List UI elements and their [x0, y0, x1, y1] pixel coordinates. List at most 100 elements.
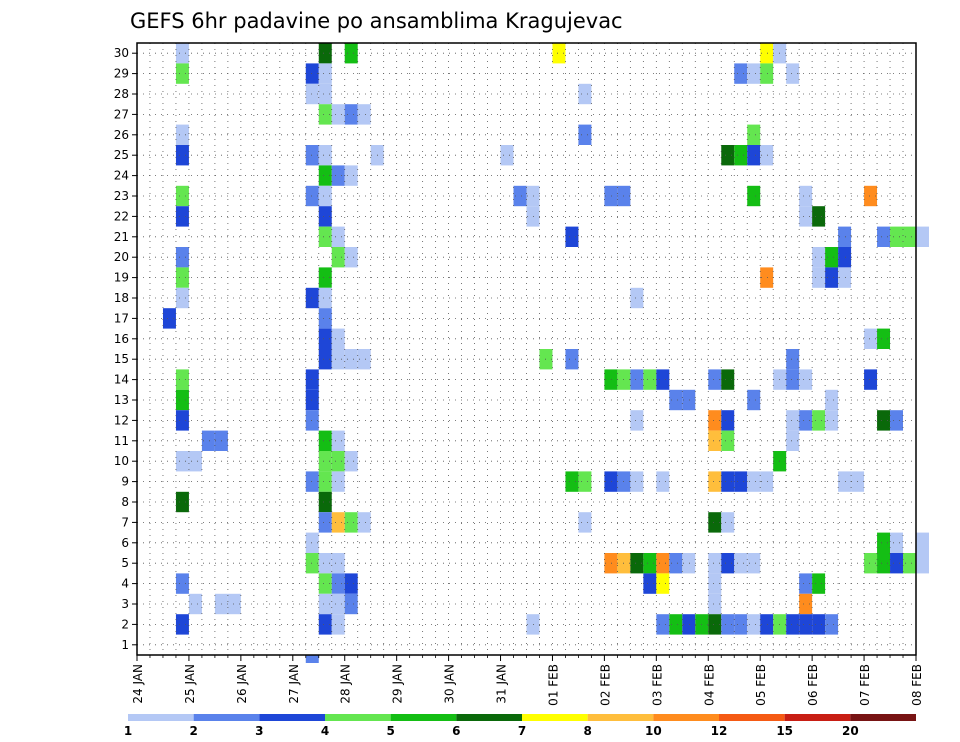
heatmap-cell: [747, 185, 761, 207]
heatmap-cell: [318, 83, 332, 105]
heatmap-cell: [604, 553, 618, 574]
heatmap-cell: [708, 573, 722, 594]
heatmap-cell: [305, 553, 319, 574]
heatmap-cell: [760, 471, 774, 492]
y-tick-label: 5: [121, 556, 129, 570]
colorbar-label: 3: [255, 724, 263, 738]
heatmap-cell: [188, 593, 202, 615]
heatmap-cell: [318, 63, 332, 84]
heatmap-cell: [747, 63, 761, 84]
heatmap-cell: [799, 593, 813, 615]
y-tick-label: 4: [121, 577, 129, 591]
heatmap-cell: [578, 471, 592, 492]
heatmap-cell: [331, 471, 345, 492]
heatmap-cell: [344, 512, 358, 533]
heatmap-cell: [630, 410, 644, 431]
x-tick-label: 07 FEB: [858, 664, 872, 706]
heatmap-cell: [318, 451, 332, 472]
y-tick-label: 11: [114, 434, 129, 448]
heatmap-cell: [227, 593, 241, 615]
heatmap-cell: [318, 206, 332, 227]
heatmap-cell: [318, 512, 332, 533]
heatmap-cell: [318, 614, 332, 635]
heatmap-cell: [799, 185, 813, 207]
colorbar-segment: [390, 714, 457, 721]
heatmap-cell: [344, 104, 358, 125]
heatmap-cell: [162, 308, 176, 329]
heatmap-cell: [669, 553, 683, 574]
heatmap-cell: [318, 43, 332, 64]
heatmap-cell: [565, 349, 579, 370]
heatmap-cell: [318, 349, 332, 370]
heatmap-cell: [760, 614, 774, 635]
heatmap-cell: [916, 226, 929, 247]
heatmap-cell: [175, 43, 189, 64]
colorbar-label: 10: [645, 724, 662, 738]
heatmap-cell: [708, 614, 722, 635]
heatmap-cell: [864, 369, 878, 390]
heatmap-cell: [175, 573, 189, 594]
heatmap-cell: [331, 614, 345, 635]
heatmap-cell: [175, 614, 189, 635]
heatmap-cell: [877, 226, 891, 247]
heatmap-cell: [708, 593, 722, 615]
heatmap-cell: [838, 267, 852, 288]
heatmap-cell: [747, 124, 761, 145]
heatmap-cell: [656, 471, 670, 492]
heatmap-cell: [877, 553, 891, 574]
heatmap-cell: [305, 471, 319, 492]
heatmap-cell: [825, 410, 839, 431]
heatmap-cell: [201, 430, 215, 451]
heatmap-cell: [708, 553, 722, 574]
heatmap-cell: [799, 614, 813, 635]
y-tick-label: 1: [121, 638, 129, 652]
heatmap-cell: [786, 63, 800, 84]
heatmap-cell: [604, 471, 618, 492]
heatmap-cell: [565, 226, 579, 247]
chart-title: GEFS 6hr padavine po ansamblima Kragujev…: [130, 9, 623, 33]
heatmap-cell: [331, 328, 345, 349]
heatmap-cell: [656, 553, 670, 574]
y-tick-label: 23: [114, 189, 129, 203]
heatmap-cell: [760, 267, 774, 288]
heatmap-cell: [188, 451, 202, 472]
heatmap-cell: [305, 410, 319, 431]
heatmap-cell: [630, 553, 644, 574]
heatmap-cell: [760, 63, 774, 84]
heatmap-cell: [786, 614, 800, 635]
y-tick-label: 12: [114, 413, 129, 427]
heatmap-cell: [877, 532, 891, 553]
heatmap-cell: [305, 63, 319, 84]
heatmap-cell: [175, 206, 189, 227]
y-tick-label: 26: [114, 128, 129, 142]
grid-lines: [137, 43, 916, 655]
x-tick-label: 04 FEB: [702, 664, 716, 706]
heatmap-cell: [318, 308, 332, 329]
heatmap-cell: [890, 553, 904, 574]
heatmap-cell: [825, 267, 839, 288]
heatmap-cell: [357, 512, 371, 533]
x-tick-label: 06 FEB: [806, 664, 820, 706]
colorbar-label: 5: [386, 724, 394, 738]
heatmap-cell: [318, 226, 332, 247]
heatmap-cell: [318, 267, 332, 288]
y-tick-label: 15: [114, 352, 129, 366]
colorbar-segment: [653, 714, 719, 721]
heatmap-cell: [708, 471, 722, 492]
heatmap-cell: [331, 104, 345, 125]
heatmap-cell: [175, 63, 189, 84]
heatmap-cell: [721, 512, 735, 533]
heatmap-cell: [864, 185, 878, 207]
heatmap-cell: [357, 349, 371, 370]
heatmap-cell: [643, 369, 657, 390]
heatmap-cell: [786, 349, 800, 370]
heatmap-cell: [916, 532, 929, 553]
heatmap-cell: [708, 512, 722, 533]
heatmap-cell: [734, 471, 748, 492]
heatmap-cell: [500, 145, 514, 166]
heatmap-cell: [318, 145, 332, 166]
heatmap-cell: [344, 165, 358, 186]
heatmap-cell: [643, 553, 657, 574]
y-tick-label: 30: [114, 46, 129, 60]
